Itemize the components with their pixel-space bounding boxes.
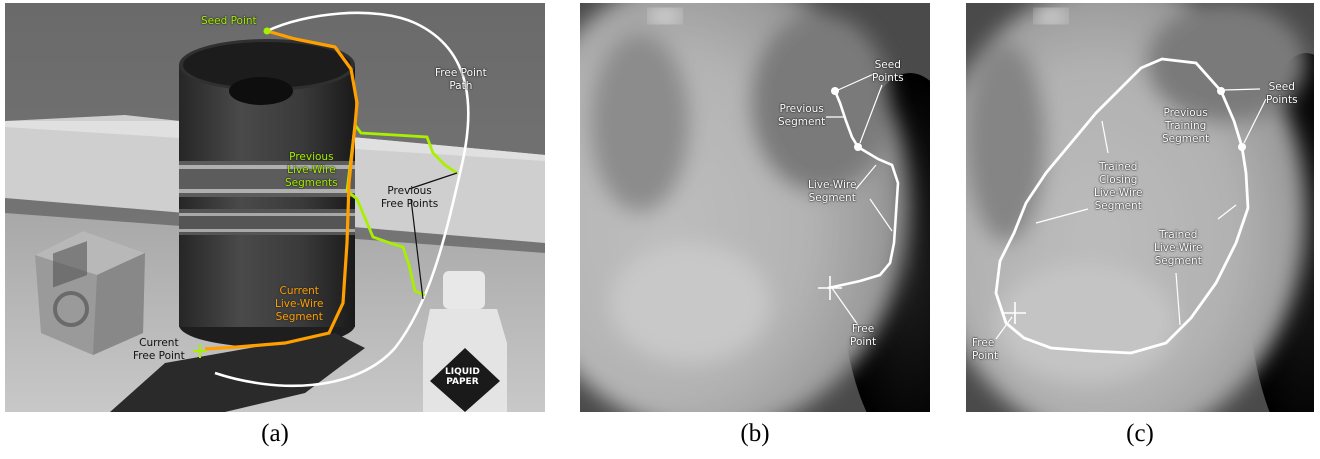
label-b-live-wire-segment: Live-Wire Segment (808, 179, 857, 204)
panel-b-seed-point-2 (854, 143, 862, 151)
seed-point-marker (263, 27, 271, 35)
bottle-label-text: LIQUID PAPER (445, 367, 480, 387)
current-free-point-marker (193, 344, 207, 358)
label-c-trained-closing-segment: Trained Closing Live-Wire Segment (1094, 161, 1143, 212)
label-c-trained-live-wire-segment: Trained Live-Wire Segment (1154, 229, 1203, 267)
label-seed-point: Seed Point (201, 15, 257, 27)
label-current-free-point: Current Free Point (133, 337, 185, 362)
panel-b-image (580, 3, 930, 412)
free-point-path-curve (214, 11, 470, 388)
label-free-point-path: Free Point Path (435, 67, 487, 92)
panel-b: Seed Points Previous Segment Live-Wire S… (580, 3, 930, 412)
panel-c: Seed Points Previous Training Segment Tr… (966, 3, 1314, 412)
label-b-previous-segment: Previous Segment (778, 103, 826, 128)
panel-a: Seed Point Free Point Path Previous Live… (5, 3, 545, 412)
previous-live-wire-segments-curve (345, 124, 458, 297)
panel-c-image (966, 3, 1314, 412)
panel-b-free-point-marker (818, 276, 842, 300)
label-b-seed-points: Seed Points (872, 59, 904, 84)
panel-c-closed-contour (994, 57, 1250, 355)
panel-a-photo (5, 3, 545, 412)
caption-a: (a) (261, 420, 289, 447)
caption-c: (c) (1126, 420, 1154, 447)
panel-c-free-point-marker (1004, 302, 1026, 324)
label-previous-live-wire-segments: Previous Live-Wire Segments (285, 151, 338, 189)
label-b-free-point: Free Point (850, 323, 877, 348)
label-current-live-wire-segment: Current Live-Wire Segment (275, 285, 324, 323)
panel-b-seed-point-1 (831, 87, 839, 95)
panel-c-seed-point-2 (1238, 143, 1246, 151)
label-c-previous-training-segment: Previous Training Segment (1162, 107, 1210, 145)
caption-b: (b) (740, 420, 770, 447)
label-c-seed-points: Seed Points (1266, 81, 1298, 106)
label-previous-free-points: Previous Free Points (381, 185, 439, 210)
panel-b-live-wire-path (827, 90, 900, 290)
panel-c-seed-point-1 (1217, 87, 1225, 95)
current-live-wire-segment-curve (204, 29, 359, 351)
label-c-free-point: Free Point (972, 337, 999, 362)
